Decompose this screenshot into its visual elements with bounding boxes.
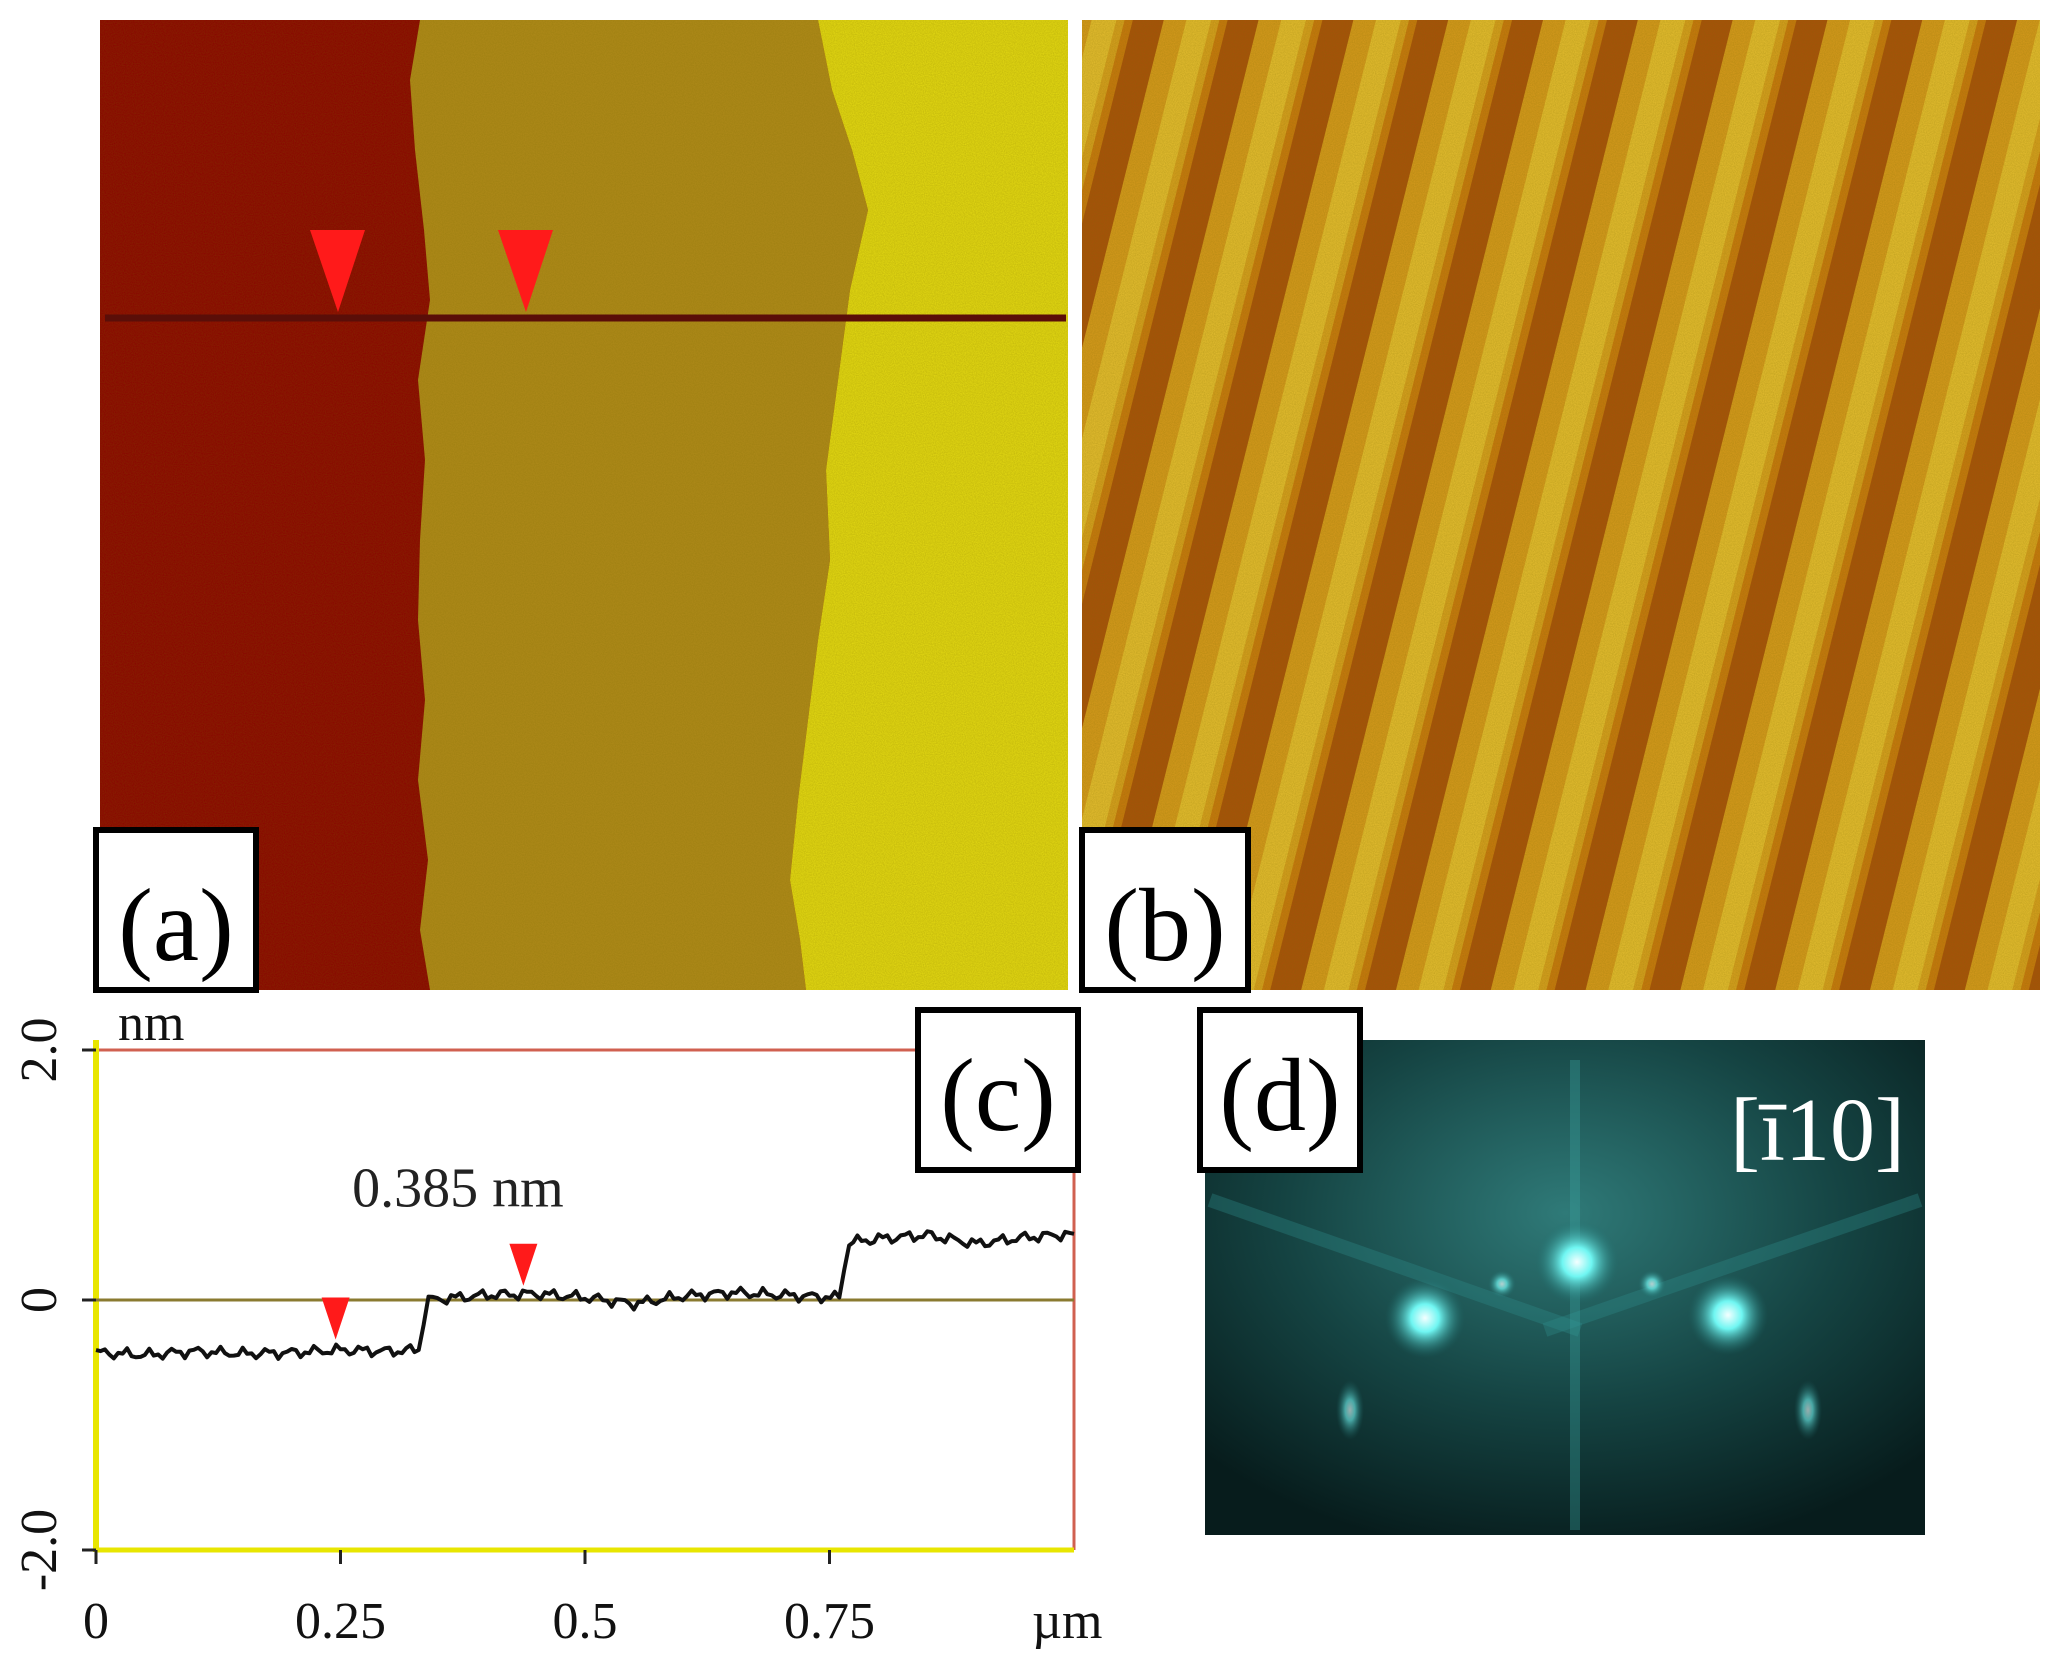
diffraction-spot <box>1336 1380 1364 1440</box>
x-tick-label: 0.5 <box>553 1593 618 1650</box>
diffraction-spot <box>1638 1270 1666 1298</box>
profile-series-line <box>95 1229 1075 1361</box>
y-tick-label: 0 <box>11 1287 68 1313</box>
kikuchi-line <box>1207 1193 1583 1337</box>
panel-a-label-box: (a) <box>93 827 259 993</box>
zone-axis-label: [ī10] <box>1730 1081 1905 1180</box>
profile-marker <box>509 1243 538 1286</box>
panel-a-afm-image <box>100 20 1068 990</box>
surface-noise <box>100 20 1068 990</box>
diffraction-spot <box>1688 1275 1768 1355</box>
panel-d-label: (d) <box>1219 1038 1340 1153</box>
marker-triangle <box>498 230 553 312</box>
y-axis-unit-label: nm <box>118 995 184 1052</box>
panel-c-label: (c) <box>940 1038 1055 1153</box>
step-height-annotation: 0.385 nm <box>352 1157 564 1219</box>
marker-triangle <box>310 230 365 312</box>
panel-b-label-box: (b) <box>1079 827 1251 993</box>
panel-a-label: (a) <box>118 868 233 983</box>
panel-b-label: (b) <box>1104 868 1225 983</box>
diffraction-spot <box>1794 1380 1822 1440</box>
y-tick-label: 2.0 <box>11 1018 68 1083</box>
panel-d-label-box: (d) <box>1197 1007 1363 1173</box>
y-tick-label: -2.0 <box>11 1509 68 1591</box>
profile-marker <box>321 1297 350 1340</box>
x-axis-unit-label: µm <box>1032 1593 1102 1650</box>
x-tick-label: 0 <box>83 1593 109 1650</box>
kikuchi-line <box>1542 1193 1923 1337</box>
diffraction-spot <box>1385 1278 1465 1358</box>
diffraction-spot <box>1535 1220 1619 1304</box>
x-tick-label: 0.25 <box>295 1593 386 1650</box>
x-tick-label: 0.75 <box>784 1593 875 1650</box>
panel-c-height-profile-chart: nm µm 0 0.25 0.5 0.75 2.0 0 -2.0 0.385 nm <box>11 995 1102 1650</box>
panel-c-label-box: (c) <box>915 1007 1081 1173</box>
diffraction-spot <box>1488 1270 1516 1298</box>
